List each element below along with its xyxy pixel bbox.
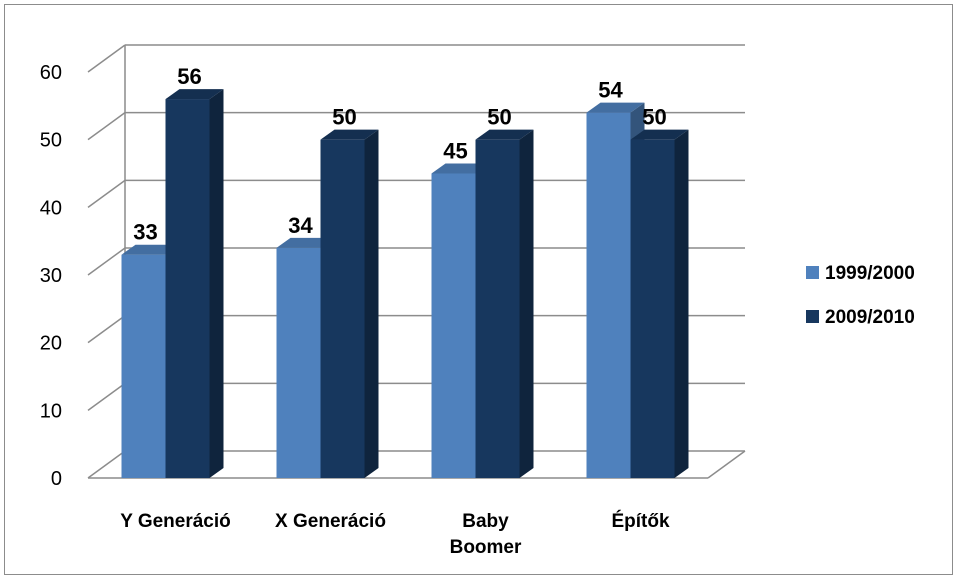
bar-front xyxy=(276,247,321,478)
category-label: Építők xyxy=(611,510,669,532)
bar xyxy=(165,89,224,479)
data-label: 56 xyxy=(177,64,201,89)
data-label: 34 xyxy=(288,213,313,238)
data-label: 33 xyxy=(133,220,157,245)
gridline-side xyxy=(87,315,126,344)
data-label: 50 xyxy=(487,105,511,130)
bar-top xyxy=(586,102,645,113)
y-tick-label: 50 xyxy=(40,130,62,152)
y-tick-label: 60 xyxy=(40,62,62,84)
bar xyxy=(475,129,534,478)
bar-side xyxy=(209,89,224,479)
gridline-side xyxy=(87,112,126,141)
bars xyxy=(121,89,689,479)
bar xyxy=(320,129,379,478)
gridline-side xyxy=(87,247,126,276)
bar-front xyxy=(320,139,365,478)
bar-front xyxy=(165,99,210,479)
bar-front xyxy=(475,139,520,478)
bar-top xyxy=(165,89,224,100)
y-tick-label: 40 xyxy=(40,197,62,219)
y-tick-label: 30 xyxy=(40,265,62,287)
legend: 1999/2000 2009/2010 xyxy=(806,263,915,328)
category-label: Boomer xyxy=(450,537,522,558)
legend-swatch xyxy=(806,266,819,279)
bar-front xyxy=(630,139,675,478)
bar-front xyxy=(431,173,476,478)
bar-top xyxy=(630,129,689,140)
bar-front xyxy=(121,254,166,478)
gridline-side xyxy=(87,450,126,479)
category-label: X Generáció xyxy=(275,511,386,532)
bar xyxy=(630,129,689,478)
data-label: 45 xyxy=(443,139,467,164)
gridline-side xyxy=(87,382,126,411)
legend-label: 1999/2000 xyxy=(825,263,915,284)
bar-side xyxy=(519,129,534,478)
floor-right-edge xyxy=(707,450,746,479)
y-tick-label: 0 xyxy=(51,468,62,490)
legend-item: 1999/2000 xyxy=(806,263,915,284)
bar-side xyxy=(364,129,379,478)
bar-top xyxy=(276,237,335,248)
y-axis-ticks: 0 10 20 30 40 50 60 xyxy=(40,62,62,490)
gridline-side xyxy=(87,44,126,73)
bar-top xyxy=(431,163,490,174)
legend-item: 2009/2010 xyxy=(806,307,915,328)
legend-label: 2009/2010 xyxy=(825,307,915,328)
y-tick-label: 20 xyxy=(40,333,62,355)
data-label: 54 xyxy=(598,78,623,103)
category-label: Baby xyxy=(462,511,509,532)
bar-side xyxy=(674,129,689,478)
data-label: 50 xyxy=(642,105,666,130)
y-tick-label: 10 xyxy=(40,400,62,422)
data-label: 50 xyxy=(332,105,356,130)
data-labels: 33 56 34 50 45 50 54 50 xyxy=(133,64,666,245)
legend-swatch xyxy=(806,310,819,323)
bar-top xyxy=(320,129,379,140)
bar-top xyxy=(475,129,534,140)
category-label: Y Generáció xyxy=(120,511,231,532)
bar-front xyxy=(586,112,631,478)
bar-top xyxy=(121,244,180,255)
x-axis-categories: Y Generáció X Generáció Baby Boomer Építők xyxy=(120,510,670,558)
gridline-side xyxy=(87,179,126,208)
